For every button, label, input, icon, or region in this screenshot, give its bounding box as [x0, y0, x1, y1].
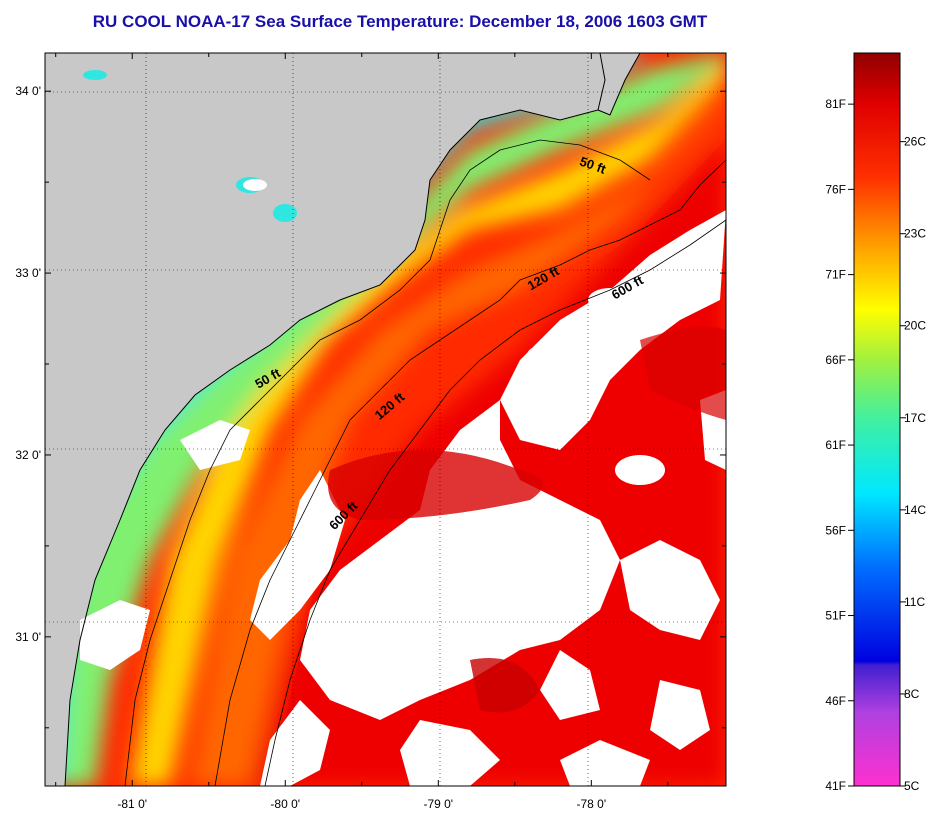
map-frame — [44, 52, 727, 787]
lon-tick-label: -81 0' — [117, 797, 147, 811]
coastline — [597, 53, 641, 116]
inland-lake — [83, 70, 107, 80]
lon-tick-label: -78 0' — [577, 797, 607, 811]
isobath-600ft — [264, 219, 726, 786]
isobath-50ft — [124, 139, 651, 786]
land-mass-ne — [598, 53, 640, 115]
isobath-120ft — [214, 159, 726, 786]
lat-tick-label: 33 0' — [15, 266, 41, 280]
lon-tick-label: -80 0' — [270, 797, 300, 811]
land-mass — [45, 53, 605, 786]
lat-tick-label: 31 0' — [15, 630, 41, 644]
inland-lake — [273, 204, 297, 222]
lat-tick-label: 34 0' — [15, 84, 41, 98]
lat-tick-label: 32 0' — [15, 448, 41, 462]
gulf-stream-core — [640, 326, 726, 420]
lon-tick-label: -79 0' — [423, 797, 453, 811]
gulf-stream-core — [328, 450, 543, 520]
sst-band-mid — [130, 60, 726, 786]
coastline — [64, 53, 606, 786]
sst-band-cool — [45, 53, 726, 786]
gulf-stream-core — [470, 658, 540, 713]
map-gridlines — [45, 53, 726, 786]
sst-band-warm — [190, 100, 726, 786]
chart-title: RU COOL NOAA-17 Sea Surface Temperature:… — [92, 12, 708, 31]
